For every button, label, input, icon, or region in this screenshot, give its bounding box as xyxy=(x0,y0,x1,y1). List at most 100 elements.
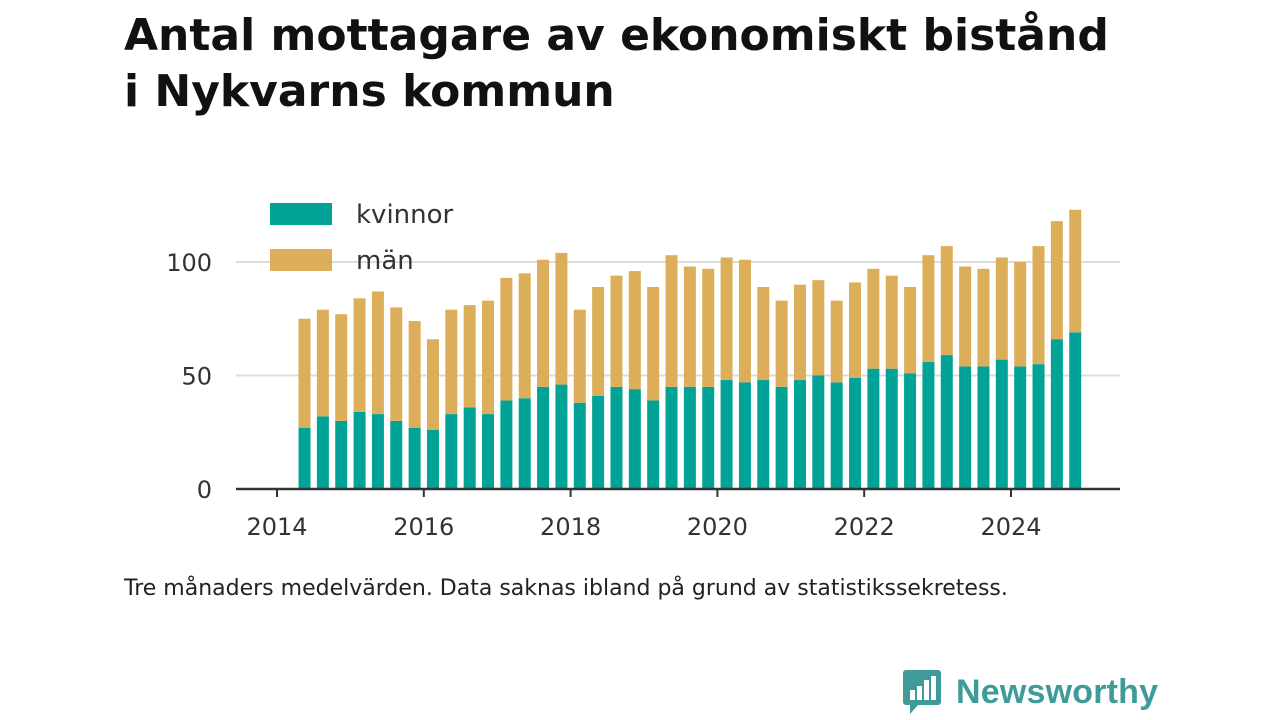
bar-group xyxy=(977,268,990,489)
bar-män xyxy=(977,268,990,367)
x-tick-label: 2018 xyxy=(540,513,601,541)
legend-label-män: män xyxy=(356,246,414,276)
bar-kvinnor xyxy=(335,420,348,489)
stacked-bar-chart: 0 50 100 2014 2016 2018 2020 2022 2024 kvinnor mä… xyxy=(166,200,1120,541)
bar-kvinnor xyxy=(793,380,806,489)
bar-kvinnor xyxy=(408,427,421,489)
bar-män xyxy=(1050,221,1063,340)
bar-kvinnor xyxy=(573,402,586,489)
bar-män xyxy=(592,286,605,396)
bar-kvinnor xyxy=(977,366,990,489)
bar-group xyxy=(720,257,733,489)
bar-män xyxy=(683,266,696,387)
bar-group xyxy=(738,259,751,489)
x-tick-label: 2014 xyxy=(246,513,307,541)
y-tick-label: 0 xyxy=(197,476,212,504)
bar-kvinnor xyxy=(1069,332,1082,489)
bar-män xyxy=(610,275,623,387)
bar-män xyxy=(537,259,550,387)
bar-group xyxy=(482,300,495,489)
bar-group xyxy=(665,255,678,489)
bar-kvinnor xyxy=(518,398,531,489)
newsworthy-logo: Newsworthy xyxy=(902,668,1158,716)
bar-män xyxy=(720,257,733,381)
bar-group xyxy=(463,305,476,489)
x-tick-label: 2024 xyxy=(980,513,1041,541)
x-tick-label: 2022 xyxy=(834,513,895,541)
bar-group xyxy=(793,284,806,489)
bar-män xyxy=(335,314,348,421)
bar-kvinnor xyxy=(702,386,715,489)
bar-kvinnor xyxy=(628,389,641,489)
bar-män xyxy=(371,291,384,415)
bar-kvinnor xyxy=(720,380,733,489)
bar-kvinnor xyxy=(298,427,311,489)
bar-group xyxy=(555,252,568,489)
bar-group xyxy=(573,309,586,489)
bar-kvinnor xyxy=(371,414,384,489)
bar-kvinnor xyxy=(922,361,935,489)
bar-män xyxy=(353,298,366,412)
legend-swatch-män xyxy=(270,249,332,271)
bar-kvinnor xyxy=(555,384,568,489)
bar-män xyxy=(555,252,568,385)
bar-group xyxy=(757,286,770,489)
bar-män xyxy=(390,307,403,421)
bar-group xyxy=(390,307,403,489)
bar-kvinnor xyxy=(738,382,751,489)
bar-kvinnor xyxy=(463,407,476,489)
bar-kvinnor xyxy=(426,429,439,489)
bar-kvinnor xyxy=(867,368,880,489)
bar-group xyxy=(445,309,458,489)
bar-män xyxy=(867,268,880,369)
bar-group xyxy=(885,275,898,489)
bar-män xyxy=(573,309,586,403)
y-tick-label: 50 xyxy=(181,363,212,391)
bar-män xyxy=(1032,246,1045,365)
bar-kvinnor xyxy=(757,380,770,489)
bar-group xyxy=(335,314,348,489)
legend-swatch-kvinnor xyxy=(270,203,332,225)
bar-män xyxy=(793,284,806,381)
bar-män xyxy=(665,255,678,387)
bar-group xyxy=(500,277,513,489)
bar-kvinnor xyxy=(665,386,678,489)
bar-group xyxy=(628,271,641,489)
legend: kvinnor män xyxy=(270,200,454,276)
bar-group xyxy=(812,280,825,489)
bar-group xyxy=(371,291,384,489)
bar-group xyxy=(867,268,880,489)
bar-män xyxy=(775,300,788,387)
bar-group xyxy=(904,286,917,489)
bar-group xyxy=(353,298,366,489)
bar-kvinnor xyxy=(849,377,862,489)
bar-män xyxy=(1069,209,1082,333)
bar-group xyxy=(959,266,972,489)
bars xyxy=(298,209,1082,489)
bar-group xyxy=(940,246,953,489)
bar-group xyxy=(610,275,623,489)
bar-kvinnor xyxy=(1014,366,1027,489)
bar-group xyxy=(683,266,696,489)
brand-name: Newsworthy xyxy=(956,672,1159,711)
bar-kvinnor xyxy=(775,386,788,489)
bar-chart-icon xyxy=(903,670,941,714)
bar-group xyxy=(702,268,715,489)
bar-kvinnor xyxy=(812,375,825,489)
bar-group xyxy=(922,255,935,489)
bar-group xyxy=(995,257,1008,489)
bar-kvinnor xyxy=(904,373,917,489)
bar-group xyxy=(518,273,531,489)
bar-män xyxy=(940,246,953,356)
legend-label-kvinnor: kvinnor xyxy=(356,200,454,230)
bar-män xyxy=(995,257,1008,360)
bar-kvinnor xyxy=(482,414,495,489)
bar-kvinnor xyxy=(592,395,605,489)
bar-män xyxy=(849,282,862,378)
bar-män xyxy=(885,275,898,369)
bar-kvinnor xyxy=(683,386,696,489)
bar-group xyxy=(1050,221,1063,489)
bar-group xyxy=(408,321,421,489)
bar-group xyxy=(1032,246,1045,489)
x-tick-label: 2016 xyxy=(393,513,454,541)
